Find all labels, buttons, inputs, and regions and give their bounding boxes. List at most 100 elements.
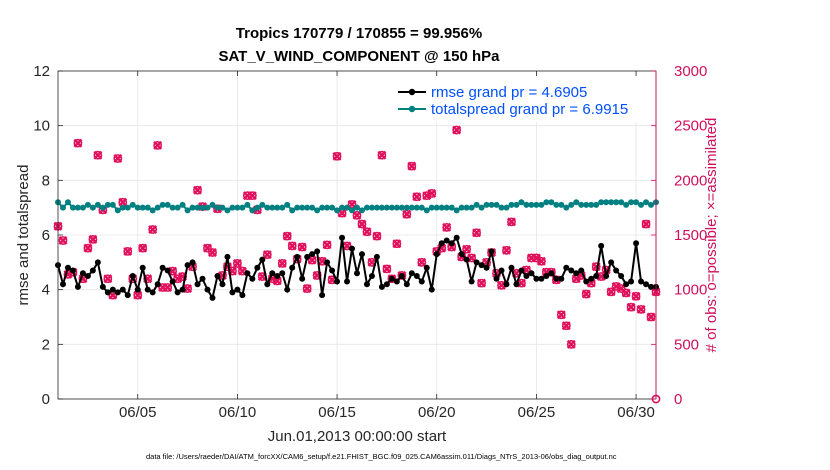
obs-assimilated-marker (287, 241, 297, 251)
totalspread-point (528, 201, 535, 208)
obs-possible-marker (377, 150, 387, 160)
obs-possible-marker (357, 219, 367, 229)
obs-assimilated-marker (372, 231, 382, 241)
totalspread-point (104, 201, 111, 208)
rmse-point (79, 270, 86, 277)
totalspread-point (643, 199, 650, 206)
totalspread-point (109, 201, 116, 208)
x-tick-label: 06/20 (418, 404, 456, 421)
rmse-point (69, 267, 76, 274)
rmse-point (558, 275, 565, 282)
obs-assimilated-marker (641, 219, 651, 229)
y-axis-label-left: rmse and totalspread (15, 165, 32, 306)
obs-assimilated-marker (272, 276, 282, 286)
obs-possible-marker (138, 243, 148, 253)
chart-subtitle: SAT_V_WIND_COMPONENT @ 150 hPa (218, 48, 500, 65)
obs-possible-marker (58, 236, 68, 245)
rmse-point (204, 286, 211, 293)
rmse-point (498, 267, 505, 274)
totalspread-point (583, 201, 590, 208)
x-tick-label: 06/30 (617, 404, 655, 421)
totalspread-series (55, 199, 659, 214)
obs-possible-marker (277, 259, 287, 268)
rmse-point (189, 259, 196, 266)
totalspread-point (134, 204, 141, 211)
rmse-point (279, 270, 286, 277)
obs-assimilated-marker (382, 264, 392, 274)
totalspread-point (249, 207, 256, 214)
totalspread-point (438, 204, 445, 211)
rmse-point (74, 283, 81, 290)
y-tick-label-right: 0 (674, 391, 682, 408)
y-tick-label-left: 10 (33, 118, 50, 135)
totalspread-point (279, 204, 286, 211)
rmse-point (423, 264, 430, 271)
y-tick-label-right: 3000 (674, 63, 707, 80)
legend-rmse-marker (408, 88, 416, 96)
obs-assimilated-marker (88, 234, 98, 244)
rmse-point (149, 289, 156, 296)
obs-assimilated-marker (148, 225, 158, 234)
obs-possible-marker (417, 257, 427, 267)
obs-assimilated-marker (332, 151, 342, 161)
obs-possible-marker (287, 241, 297, 251)
totalspread-point (573, 199, 580, 206)
rmse-point (124, 292, 131, 299)
totalspread-point (368, 204, 375, 211)
totalspread-point (114, 207, 121, 214)
rmse-point (453, 234, 460, 241)
totalspread-point (418, 204, 425, 211)
rmse-point (403, 281, 410, 288)
rmse-point (373, 253, 380, 260)
rmse-point (219, 281, 226, 288)
obs-assimilated-marker (103, 274, 113, 284)
totalspread-point (548, 199, 555, 206)
totalspread-point (463, 204, 470, 211)
obs-assimilated-marker (566, 339, 576, 349)
totalspread-point (174, 204, 181, 211)
obs-possible-marker (73, 138, 83, 148)
rmse-point (289, 264, 296, 271)
rmse-point (324, 259, 331, 266)
rmse-point (64, 264, 71, 271)
obs-assimilated-marker (556, 310, 566, 320)
rmse-point (543, 273, 550, 279)
obs-possible-marker (352, 210, 362, 220)
y-tick-label-right: 500 (674, 336, 699, 353)
obs-assimilated-marker (232, 258, 242, 268)
totalspread-point (458, 204, 465, 211)
obs-assimilated-marker (277, 258, 287, 268)
obs-possible-marker (382, 264, 392, 274)
rmse-point (528, 270, 535, 277)
totalspread-point (608, 199, 615, 206)
totalspread-point (239, 204, 246, 211)
obs-assimilated-marker (58, 236, 68, 245)
totalspread-point (314, 207, 321, 214)
x-tick-label: 06/25 (518, 404, 556, 421)
totalspread-point (184, 207, 191, 214)
rmse-point (334, 278, 341, 285)
rmse-point (254, 264, 261, 271)
obs-possible-marker (581, 289, 591, 299)
obs-assimilated-marker (412, 192, 422, 202)
totalspread-point (433, 204, 440, 211)
obs-possible-marker (556, 310, 566, 320)
totalspread-point (618, 199, 625, 206)
totalspread-point (294, 204, 301, 211)
x-axis-label: Jun.01,2013 00:00:00 start (268, 428, 447, 445)
totalspread-point (603, 199, 610, 206)
rmse-point (358, 251, 365, 258)
totalspread-point (269, 204, 276, 211)
rmse-point (164, 267, 171, 274)
obs-assimilated-marker (357, 219, 367, 229)
x-tick-label: 06/05 (119, 404, 157, 421)
rmse-point (329, 267, 336, 274)
obs-possible-marker (372, 231, 382, 241)
rmse-point (468, 278, 475, 285)
totalspread-point (284, 201, 291, 208)
totalspread-point (189, 204, 196, 211)
rmse-point (518, 267, 525, 274)
obs-assimilated-marker (163, 283, 173, 292)
rmse-point (304, 253, 311, 260)
totalspread-point (124, 204, 131, 211)
